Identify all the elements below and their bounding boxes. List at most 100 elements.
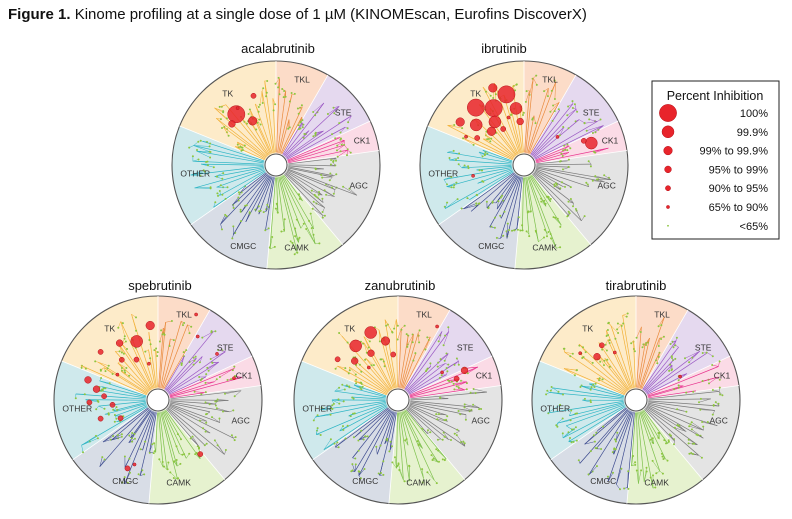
kinase-point [198,447,200,450]
kinase-point [571,352,574,355]
kinase-point [266,203,269,206]
kinase-point [436,365,439,368]
twig [700,409,715,411]
branch [277,177,285,232]
twig [413,353,416,361]
sector-border [397,355,493,401]
twig [190,171,206,176]
kinase-point [587,160,590,163]
kinase-point [350,470,353,473]
kinase-point [671,357,673,359]
kinase-point [566,143,569,146]
kinase-point [607,334,610,336]
twig [529,78,534,95]
branch [168,376,207,395]
twig [142,441,146,451]
twig [396,319,399,326]
kinase-point [481,169,483,172]
kinase-point [302,136,305,139]
hit-point [124,465,131,472]
kinase-point [555,183,558,186]
twig [674,427,687,432]
kinase-point [149,357,152,360]
kinase-point [711,413,714,416]
branch [535,168,589,188]
kinase-point [265,95,268,98]
kinase-point [346,154,348,157]
sector-border [157,355,253,401]
branch [638,412,654,489]
twig [315,130,324,136]
twig [690,424,704,431]
branch [287,140,345,162]
twig [124,458,130,468]
kinase-point [333,442,336,445]
kinase-point [329,172,332,175]
kinase-point [314,167,317,170]
kinase-point [463,406,466,409]
kinase-point [267,227,270,230]
twig [443,176,452,180]
kinase-point [525,230,528,233]
kinase-point [335,173,338,176]
branch [532,173,582,222]
branch [647,403,718,427]
branch [121,371,149,393]
kinase-point [188,332,191,335]
sector-border [635,355,731,401]
kinase-point [482,180,485,183]
kinase-point [342,428,345,431]
kinase-point [592,434,595,437]
kinase-point [467,167,470,170]
twig [235,376,243,378]
kinase-point [685,391,688,394]
kinase-point [563,347,566,350]
kinase-point [521,224,524,227]
branch [410,389,466,399]
kinase-point [258,118,261,121]
panel-title: zanubrutinib [365,278,436,293]
twig [445,198,458,209]
branch [170,401,230,413]
family-label: STE [457,343,474,353]
kinase-point [690,452,693,454]
kinase-point [589,165,592,168]
kinase-point [202,169,205,172]
kinase-point [633,350,636,353]
twig [341,335,348,343]
twig [707,352,713,357]
twig [347,115,352,123]
twig [324,190,335,197]
kinase-point [225,215,228,218]
twig [349,188,358,196]
kinase-point [297,124,300,127]
kinase-point [300,104,303,107]
kinase-point [198,376,201,378]
kinase-point [153,442,156,445]
twig [162,328,164,335]
branch [102,407,149,443]
kinase-point [359,386,362,389]
branch [258,176,273,215]
kinase-point [651,437,654,440]
kinase-point [598,377,601,380]
kinase-point [301,126,304,129]
kinase-point [429,431,432,434]
kinase-point [360,370,363,373]
kinase-point [430,454,433,457]
kinase-point [182,351,185,354]
twig [427,472,435,481]
kinase-point [265,91,268,94]
branch [407,407,449,440]
kinase-point [113,414,116,416]
twig [283,90,287,98]
kinase-point [259,209,262,212]
twig [241,205,246,213]
kinase-point [472,388,475,390]
kinase-point [309,212,312,215]
kinase-point [308,219,310,222]
kinase-point [652,474,654,477]
twig [337,140,345,146]
twig [456,434,466,447]
